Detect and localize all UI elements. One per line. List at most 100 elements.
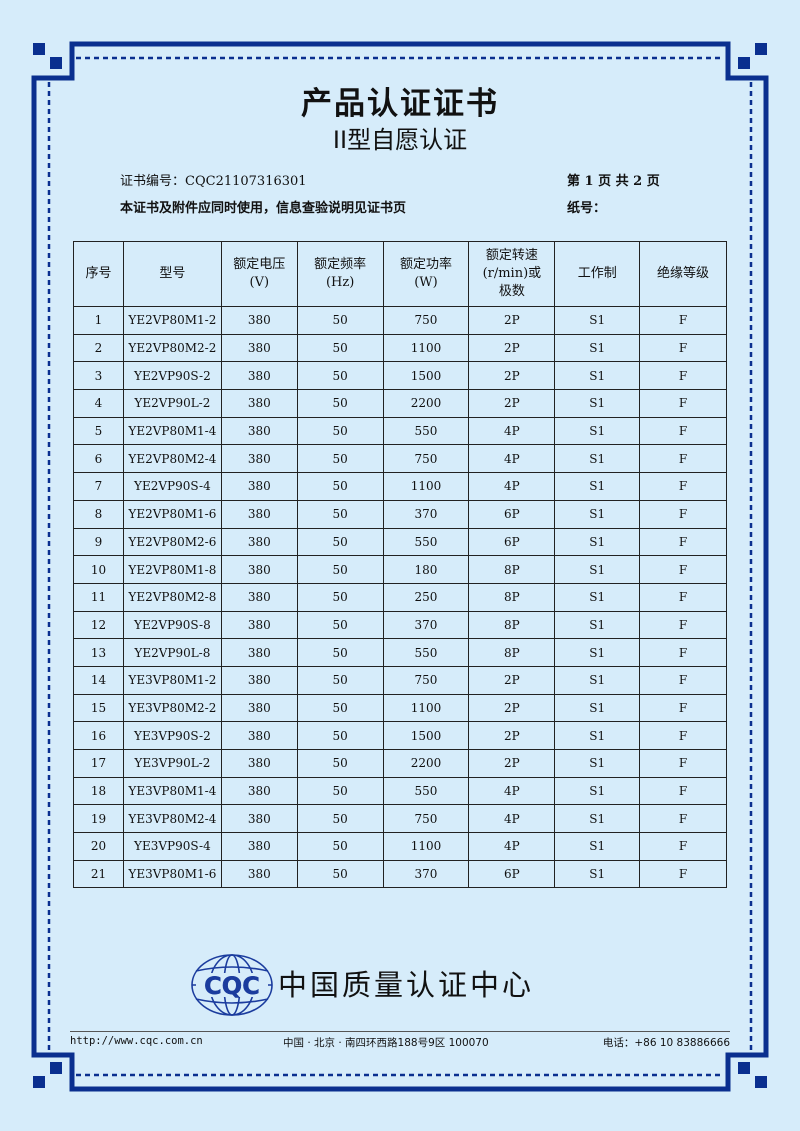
table-cell: 2P bbox=[468, 749, 556, 778]
table-cell: F bbox=[639, 527, 727, 557]
organization-name: 中国质量认证中心 bbox=[278, 968, 535, 1002]
table-cell: 380 bbox=[220, 859, 298, 889]
table-cell: 4 bbox=[73, 389, 124, 418]
table-row: 13 YE2VP90L-8 380 50 550 8P S1 F bbox=[73, 638, 727, 667]
table-row: 6 YE2VP80M2-4 380 50 750 4P S1 F bbox=[73, 444, 727, 474]
table-cell: 750 bbox=[382, 665, 470, 695]
table-cell: F bbox=[639, 693, 727, 723]
table-cell: 50 bbox=[296, 721, 384, 750]
table-cell: 8P bbox=[468, 555, 556, 584]
table-cell: F bbox=[639, 804, 727, 834]
table-cell: 380 bbox=[220, 361, 298, 391]
table-cell: 3 bbox=[73, 361, 124, 391]
table-cell: 50 bbox=[296, 582, 384, 612]
table-cell: 4P bbox=[468, 776, 556, 806]
table-cell: 2P bbox=[468, 721, 556, 750]
table-cell: 380 bbox=[220, 444, 298, 474]
table-cell: 380 bbox=[220, 749, 298, 778]
table-row: 16 YE3VP90S-2 380 50 1500 2P S1 F bbox=[73, 721, 727, 750]
table-cell: S1 bbox=[554, 582, 641, 612]
table-cell: YE2VP80M1-2 bbox=[122, 306, 222, 335]
table-cell: 6 bbox=[73, 444, 124, 474]
table-cell: F bbox=[639, 555, 727, 584]
table-cell: 380 bbox=[220, 832, 298, 861]
table-row: 9 YE2VP80M2-6 380 50 550 6P S1 F bbox=[73, 527, 727, 557]
table-cell: S1 bbox=[554, 499, 641, 529]
table-cell: S1 bbox=[554, 859, 641, 889]
table-cell: 380 bbox=[220, 693, 298, 723]
table-cell: 7 bbox=[73, 472, 124, 501]
column-header: 额定转速 (r/min)或 极数 bbox=[468, 241, 556, 307]
table-cell: 370 bbox=[382, 859, 470, 889]
table-cell: F bbox=[639, 776, 727, 806]
table-cell: YE2VP90S-2 bbox=[122, 361, 222, 391]
table-cell: F bbox=[639, 721, 727, 750]
table-cell: 1500 bbox=[382, 361, 470, 391]
table-cell: 380 bbox=[220, 416, 298, 446]
table-row: 14 YE3VP80M1-2 380 50 750 2P S1 F bbox=[73, 665, 727, 695]
table-cell: YE3VP90S-2 bbox=[122, 721, 222, 750]
table-cell: 13 bbox=[73, 638, 124, 667]
table-row: 8 YE2VP80M1-6 380 50 370 6P S1 F bbox=[73, 499, 727, 529]
table-cell: 380 bbox=[220, 665, 298, 695]
table-cell: YE3VP90S-4 bbox=[122, 832, 222, 861]
table-row: 4 YE2VP90L-2 380 50 2200 2P S1 F bbox=[73, 389, 727, 418]
table-cell: 2200 bbox=[382, 749, 470, 778]
table-row: 12 YE2VP90S-8 380 50 370 8P S1 F bbox=[73, 610, 727, 640]
table-cell: YE2VP80M2-4 bbox=[122, 444, 222, 474]
table-cell: S1 bbox=[554, 333, 641, 363]
table-cell: 2P bbox=[468, 693, 556, 723]
table-cell: 50 bbox=[296, 416, 384, 446]
table-cell: 50 bbox=[296, 527, 384, 557]
table-row: 20 YE3VP90S-4 380 50 1100 4P S1 F bbox=[73, 832, 727, 861]
table-cell: 50 bbox=[296, 804, 384, 834]
table-cell: S1 bbox=[554, 832, 641, 861]
table-cell: S1 bbox=[554, 665, 641, 695]
logo-text: CQC bbox=[204, 972, 260, 1000]
table-cell: 380 bbox=[220, 776, 298, 806]
table-cell: S1 bbox=[554, 555, 641, 584]
table-cell: 380 bbox=[220, 472, 298, 501]
table-row: 18 YE3VP80M1-4 380 50 550 4P S1 F bbox=[73, 776, 727, 806]
table-cell: F bbox=[639, 472, 727, 501]
table-cell: 14 bbox=[73, 665, 124, 695]
table-cell: 50 bbox=[296, 665, 384, 695]
table-row: 5 YE2VP80M1-4 380 50 550 4P S1 F bbox=[73, 416, 727, 446]
certificate-number: 证书编号：CQC21107316301 bbox=[120, 170, 307, 189]
table-cell: F bbox=[639, 665, 727, 695]
table-cell: 50 bbox=[296, 859, 384, 889]
table-cell: 1100 bbox=[382, 472, 470, 501]
column-header: 绝缘等级 bbox=[639, 241, 727, 307]
website-link[interactable]: http://www.cqc.com.cn bbox=[70, 1035, 203, 1047]
table-cell: 1100 bbox=[382, 693, 470, 723]
table-cell: 50 bbox=[296, 444, 384, 474]
table-cell: 380 bbox=[220, 306, 298, 335]
table-cell: 4P bbox=[468, 472, 556, 501]
table-row: 19 YE3VP80M2-4 380 50 750 4P S1 F bbox=[73, 804, 727, 834]
table-cell: 4P bbox=[468, 804, 556, 834]
phone: 电话：+86 10 83886666 bbox=[602, 1037, 730, 1049]
table-cell: YE2VP80M2-6 bbox=[122, 527, 222, 557]
table-cell: 2P bbox=[468, 389, 556, 418]
table-cell: S1 bbox=[554, 638, 641, 667]
table-cell: 2P bbox=[468, 306, 556, 335]
table-cell: 4P bbox=[468, 444, 556, 474]
table-cell: S1 bbox=[554, 472, 641, 501]
table-cell: 180 bbox=[382, 555, 470, 584]
table-cell: 380 bbox=[220, 638, 298, 667]
table-row: 3 YE2VP90S-2 380 50 1500 2P S1 F bbox=[73, 361, 727, 391]
table-cell: 8P bbox=[468, 610, 556, 640]
table-cell: 8P bbox=[468, 638, 556, 667]
table-cell: 9 bbox=[73, 527, 124, 557]
table-cell: 2P bbox=[468, 665, 556, 695]
table-cell: YE3VP80M2-4 bbox=[122, 804, 222, 834]
table-cell: 15 bbox=[73, 693, 124, 723]
table-cell: 1500 bbox=[382, 721, 470, 750]
table-cell: 4P bbox=[468, 832, 556, 861]
certificate-type: II型自愿认证 bbox=[332, 126, 468, 154]
table-cell: S1 bbox=[554, 361, 641, 391]
table-cell: 50 bbox=[296, 472, 384, 501]
table-cell: S1 bbox=[554, 749, 641, 778]
table-cell: YE3VP80M1-6 bbox=[122, 859, 222, 889]
